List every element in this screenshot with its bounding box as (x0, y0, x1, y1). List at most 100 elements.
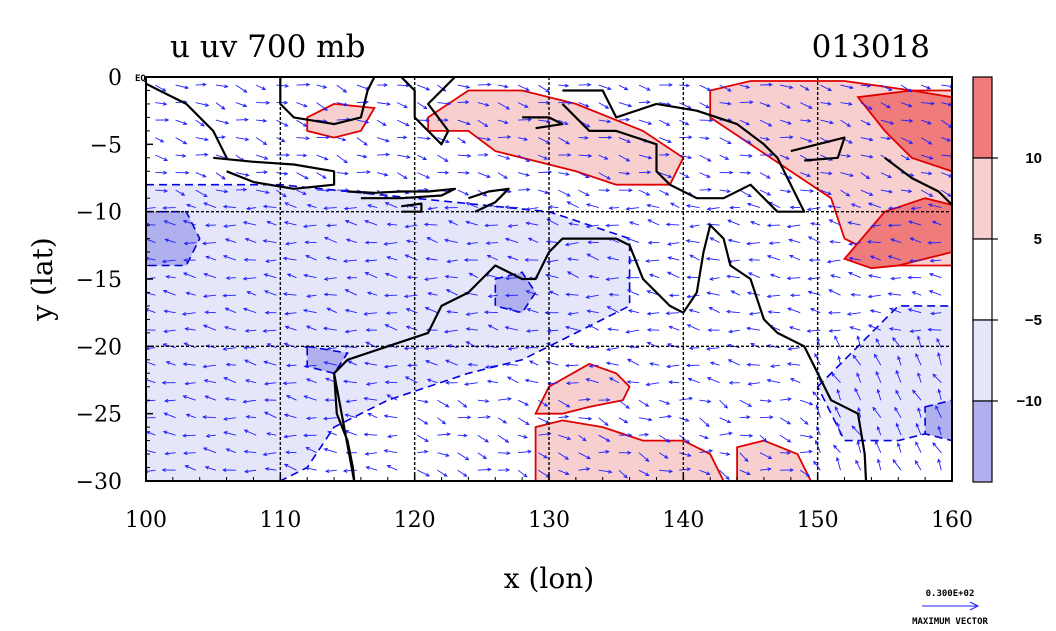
wind-vector (457, 84, 471, 89)
wind-vector (417, 434, 429, 443)
wind-vector (204, 310, 216, 315)
wind-vector (876, 458, 882, 471)
wind-vector (867, 202, 881, 209)
wind-vector (860, 154, 874, 159)
wind-vector (768, 241, 781, 246)
wind-vector (146, 308, 156, 314)
wind-vector (383, 293, 398, 298)
wind-vector (155, 170, 168, 175)
wind-vector (283, 434, 297, 439)
wind-vector (235, 172, 250, 177)
wind-vector (316, 102, 328, 111)
wind-vector (739, 84, 751, 89)
wind-vector (417, 118, 431, 123)
wind-vector (567, 311, 579, 316)
coastline-java (213, 156, 336, 190)
wind-vector (504, 237, 519, 244)
y-tick-label: 0 (108, 66, 122, 91)
wind-vector (730, 290, 741, 296)
wind-vector (896, 442, 902, 453)
wind-vector (477, 399, 490, 403)
wind-vector (224, 397, 237, 401)
wind-vector (383, 241, 398, 246)
wind-vector (920, 189, 934, 197)
wind-vector (880, 102, 892, 109)
wind-vector (485, 241, 499, 246)
wind-vector (365, 382, 378, 386)
wind-vector (800, 172, 812, 178)
wind-vector (699, 449, 714, 454)
wind-vector (914, 460, 922, 471)
wind-vector (870, 223, 881, 228)
wind-vector (820, 101, 832, 106)
wind-vector (746, 362, 760, 367)
wind-vector (856, 372, 862, 383)
wind-vector (908, 258, 922, 263)
colorbar-segment (972, 76, 993, 159)
wind-vector (699, 417, 710, 428)
wind-vector (837, 355, 842, 366)
wind-vector (854, 387, 862, 401)
wind-vector (900, 189, 913, 194)
wind-vector (806, 329, 821, 333)
wind-vector (184, 381, 196, 386)
wind-vector (235, 187, 248, 192)
contour-fills (146, 80, 952, 481)
wind-vector (779, 154, 790, 160)
wind-vector (184, 465, 196, 471)
wind-vector (788, 326, 801, 331)
wind-vector (224, 307, 237, 314)
wind-vector (840, 154, 852, 158)
wind-vector (915, 441, 922, 453)
wind-vector (578, 397, 591, 402)
wind-vector (659, 399, 671, 405)
wind-vector (834, 406, 841, 418)
wind-vector (385, 311, 398, 316)
wind-vector (888, 327, 902, 331)
wind-vector (588, 364, 599, 368)
wind-vector (860, 119, 871, 126)
wind-vector (578, 172, 590, 178)
wind-vector (852, 354, 862, 366)
wind-vector (256, 118, 268, 123)
wind-vector (545, 273, 559, 279)
wind-vector (262, 204, 277, 209)
wind-vector (266, 432, 277, 436)
wind-vector (647, 219, 660, 226)
wind-vector (565, 381, 579, 386)
colorbar-segment (972, 238, 993, 321)
wind-vector (759, 102, 771, 108)
wind-vector (146, 291, 156, 296)
wind-vector (356, 170, 371, 174)
wind-vector (807, 276, 821, 281)
wind-vector (598, 449, 610, 454)
wind-vector (618, 188, 633, 193)
coastline-seram (522, 116, 564, 130)
wind-vector (719, 431, 733, 436)
wind-vector (406, 363, 418, 368)
wind-vector (282, 292, 297, 296)
wind-vector (363, 432, 378, 437)
wind-vector (810, 221, 821, 226)
wind-vector (323, 447, 337, 454)
wind-vector (667, 256, 680, 261)
wind-vector (850, 292, 861, 297)
wind-vector (336, 154, 348, 164)
wind-vector (425, 256, 438, 261)
coastline-solomons (884, 156, 952, 206)
wind-vector (184, 327, 196, 331)
wind-vector (699, 187, 712, 192)
wind-vector (719, 137, 732, 144)
wind-vector (895, 389, 902, 401)
wind-vector (256, 100, 271, 105)
wind-vector (820, 189, 832, 196)
equator-label: EQ (135, 74, 146, 84)
wind-vector (284, 311, 297, 316)
wind-vector (437, 101, 452, 106)
wind-vector (202, 364, 216, 369)
wind-vector (146, 346, 156, 351)
wind-vector (225, 276, 237, 280)
wind-vector (739, 452, 749, 463)
wind-vector (444, 238, 458, 244)
wind-vector (739, 415, 751, 420)
